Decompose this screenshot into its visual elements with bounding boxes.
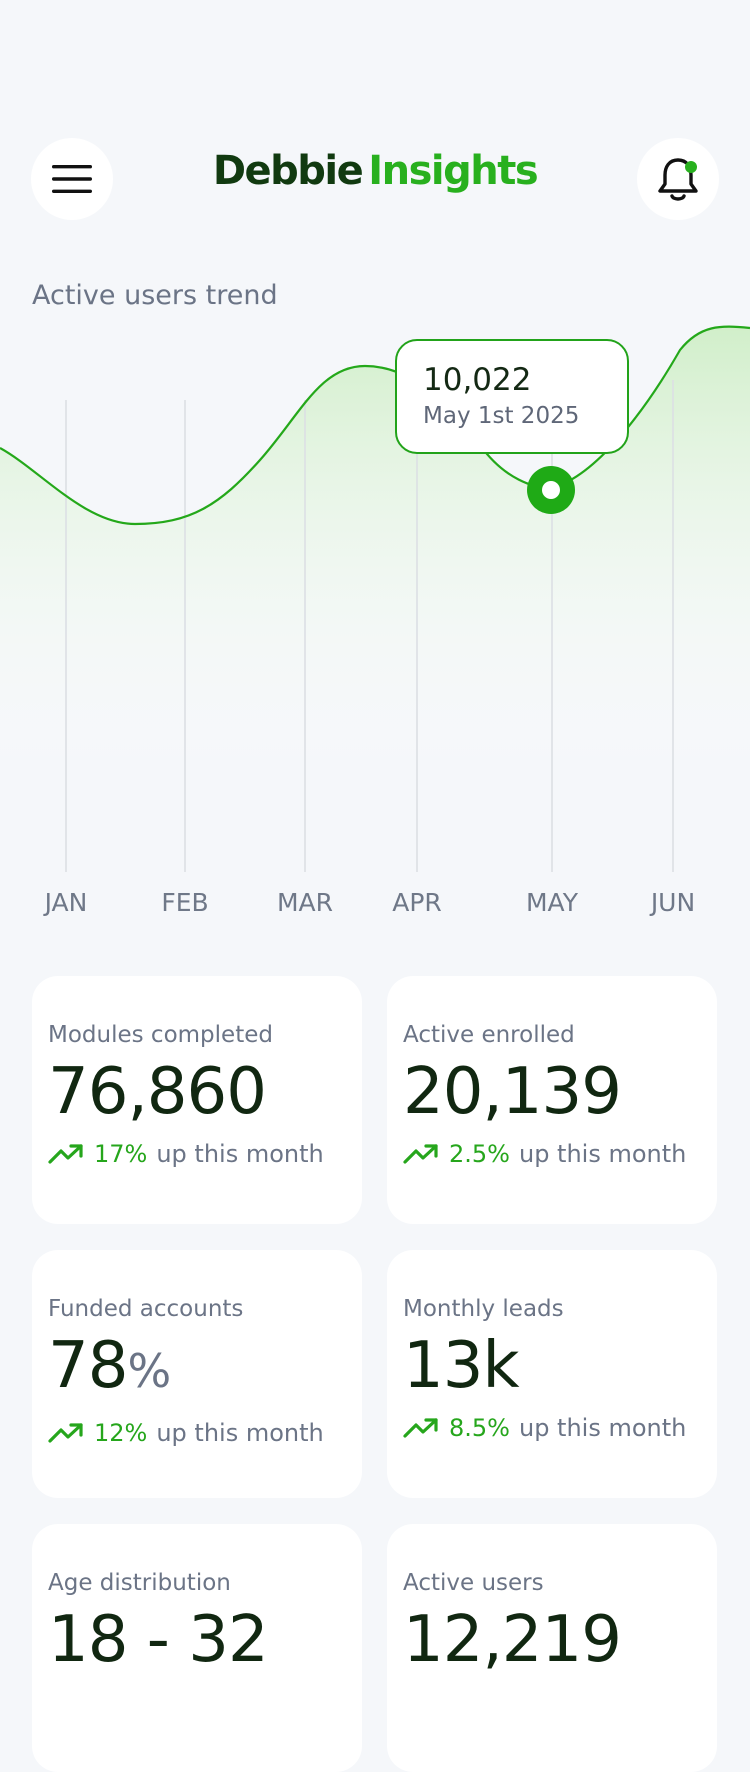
chart-title: Active users trend bbox=[32, 280, 278, 311]
stat-trend: 12% up this month bbox=[48, 1419, 362, 1447]
stat-card[interactable]: Active enrolled 20,139 2.5% up this month bbox=[387, 976, 717, 1224]
stat-card[interactable]: Modules completed 76,860 17% up this month bbox=[32, 976, 362, 1224]
stat-label: Active users bbox=[403, 1570, 544, 1596]
trend-percent: 8.5% bbox=[449, 1414, 510, 1442]
stat-value: 76,860 bbox=[48, 1054, 362, 1130]
x-tick-label-feb: FEB bbox=[161, 888, 209, 917]
brand-name-accent: Insights bbox=[368, 148, 538, 194]
stat-value-number: 76,860 bbox=[48, 1055, 267, 1129]
stat-card[interactable]: Age distribution 18 - 32 bbox=[32, 1524, 362, 1772]
trend-percent: 12% bbox=[94, 1419, 148, 1447]
trend-suffix: up this month bbox=[156, 1140, 324, 1168]
stat-value-number: 13k bbox=[403, 1329, 519, 1403]
stat-card[interactable]: Funded accounts 78% 12% up this month bbox=[32, 1250, 362, 1498]
stat-value-number: 78 bbox=[48, 1329, 128, 1403]
stat-label: Modules completed bbox=[48, 1022, 273, 1048]
stat-label: Active enrolled bbox=[403, 1022, 575, 1048]
stat-value: 18 - 32 bbox=[48, 1602, 362, 1678]
stat-trend: 2.5% up this month bbox=[403, 1140, 717, 1168]
trend-percent: 17% bbox=[94, 1140, 148, 1168]
x-tick-label-jun: JUN bbox=[650, 888, 696, 917]
stat-value-number: 12,219 bbox=[403, 1603, 622, 1677]
stat-value-unit: % bbox=[127, 1344, 172, 1398]
tooltip-date: May 1st 2025 bbox=[423, 403, 580, 429]
hamburger-menu-icon bbox=[52, 165, 92, 193]
trend-suffix: up this month bbox=[518, 1140, 687, 1168]
stat-trend: 8.5% up this month bbox=[403, 1414, 717, 1442]
active-users-chart bbox=[0, 325, 750, 872]
brand-logo: Debbie Insights bbox=[0, 148, 750, 194]
trend-suffix: up this month bbox=[156, 1419, 324, 1447]
chart-gridlines bbox=[65, 380, 674, 872]
stat-value: 12,219 bbox=[403, 1602, 717, 1678]
x-tick-label-apr: APR bbox=[392, 888, 442, 917]
stat-label: Age distribution bbox=[48, 1570, 231, 1596]
trend-percent: 2.5% bbox=[449, 1140, 510, 1168]
app-header: Debbie Insights bbox=[0, 138, 750, 220]
stat-label: Funded accounts bbox=[48, 1296, 244, 1322]
menu-button[interactable] bbox=[31, 138, 113, 220]
stat-value-number: 20,139 bbox=[403, 1055, 622, 1129]
stat-value: 78% bbox=[48, 1328, 362, 1409]
stat-label: Monthly leads bbox=[403, 1296, 564, 1322]
chart-area-fill bbox=[0, 326, 750, 780]
trending-up-icon bbox=[48, 1144, 83, 1164]
trending-up-icon bbox=[48, 1423, 83, 1443]
trending-up-icon bbox=[403, 1418, 438, 1438]
chart-tooltip: 10,022 May 1st 2025 bbox=[395, 339, 629, 454]
highlight-point-center bbox=[542, 481, 560, 499]
x-tick-label-jan: JAN bbox=[44, 888, 88, 917]
trend-suffix: up this month bbox=[518, 1414, 687, 1442]
x-tick-label-mar: MAR bbox=[276, 888, 334, 917]
bell-notification-icon bbox=[658, 158, 698, 201]
brand-name-primary: Debbie bbox=[212, 148, 364, 194]
stat-card[interactable]: Active users 12,219 bbox=[387, 1524, 717, 1772]
stat-value: 13k bbox=[403, 1328, 717, 1404]
tooltip-value: 10,022 bbox=[423, 362, 532, 398]
stat-value-number: 18 - 32 bbox=[48, 1603, 269, 1677]
notifications-button[interactable] bbox=[637, 138, 719, 220]
trending-up-icon bbox=[403, 1144, 438, 1164]
stat-value: 20,139 bbox=[403, 1054, 717, 1130]
stat-trend: 17% up this month bbox=[48, 1140, 362, 1168]
stat-card[interactable]: Monthly leads 13k 8.5% up this month bbox=[387, 1250, 717, 1498]
x-tick-label-may: MAY bbox=[525, 888, 579, 917]
